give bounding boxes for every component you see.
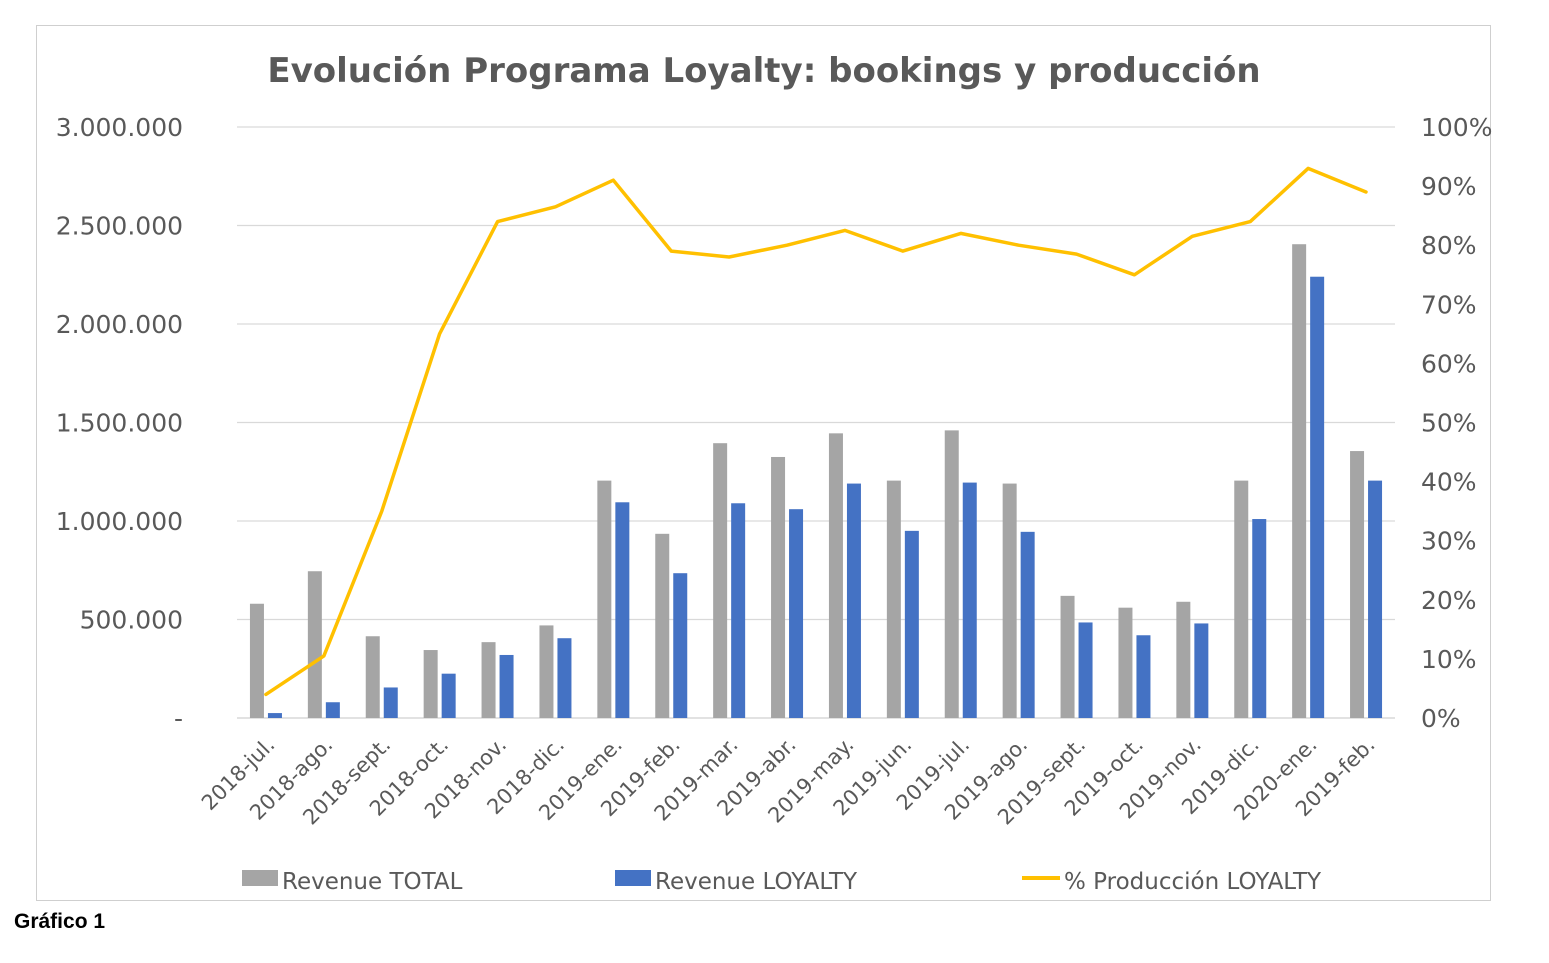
bar-revenue-loyalty xyxy=(673,573,688,718)
bar-revenue-loyalty xyxy=(499,654,514,718)
bar-revenue-loyalty xyxy=(1078,622,1093,718)
bar-revenue-total xyxy=(713,443,728,718)
y2-tick-label: 60% xyxy=(1421,349,1477,378)
bar-revenue-total xyxy=(1234,480,1249,718)
legend-label: Revenue TOTAL xyxy=(282,869,463,895)
bar-revenue-total xyxy=(1118,607,1133,718)
bar-revenue-loyalty xyxy=(1252,519,1267,718)
y-tick-label: 2.000.000 xyxy=(56,310,183,339)
y2-tick-label: 20% xyxy=(1421,586,1477,615)
bar-revenue-loyalty xyxy=(1194,623,1209,718)
y2-tick-label: 100% xyxy=(1421,113,1492,142)
bar-revenue-loyalty xyxy=(962,482,977,718)
y-tick-label: 500.000 xyxy=(80,606,183,635)
line-series xyxy=(264,166,1368,697)
bar-revenue-loyalty xyxy=(441,673,456,718)
bar-revenue-loyalty xyxy=(1136,635,1151,718)
legend-label: % Producción LOYALTY xyxy=(1064,869,1322,895)
bar-revenue-total xyxy=(828,433,843,718)
bar-revenue-loyalty xyxy=(904,530,919,718)
legend-label: Revenue LOYALTY xyxy=(655,869,858,895)
bar-revenue-loyalty xyxy=(1368,480,1383,718)
legend-swatch xyxy=(615,870,651,886)
bars xyxy=(249,244,1383,718)
left-y-axis: - 500.000 1.000.000 1.500.000 2.000.000 2.500… xyxy=(56,113,183,733)
x-axis: 2018-jul.2018-ago.2018-sept.2018-oct.201… xyxy=(197,733,1380,830)
y2-tick-label: 80% xyxy=(1421,231,1477,260)
bar-revenue-total xyxy=(597,480,612,718)
bar-revenue-total xyxy=(944,430,959,718)
bar-revenue-total xyxy=(307,571,322,718)
bar-revenue-loyalty xyxy=(267,713,282,718)
bar-revenue-loyalty xyxy=(1310,276,1325,718)
right-y-axis: 0% 10% 20% 30% 40% 50% 60% 70% 80% 90% 100% xyxy=(1421,113,1492,733)
bar-revenue-loyalty xyxy=(846,483,861,718)
bar-revenue-loyalty xyxy=(557,638,572,718)
bar-revenue-loyalty xyxy=(615,502,630,718)
y-tick-label: 1.500.000 xyxy=(56,409,183,438)
y-tick-label: 2.500.000 xyxy=(56,212,183,241)
bar-revenue-loyalty xyxy=(1020,531,1035,718)
bar-revenue-loyalty xyxy=(325,702,340,718)
y2-tick-label: 30% xyxy=(1421,527,1477,556)
bar-revenue-loyalty xyxy=(383,687,398,718)
y2-tick-label: 70% xyxy=(1421,290,1477,319)
bar-revenue-total xyxy=(423,650,438,718)
bar-revenue-total xyxy=(1060,595,1075,718)
bar-revenue-total xyxy=(481,642,496,718)
chart-canvas: Evolución Programa Loyalty: bookings y p… xyxy=(56,51,1492,895)
bar-revenue-total xyxy=(365,636,380,718)
y-tick-label: 1.000.000 xyxy=(56,507,183,536)
y2-tick-label: 10% xyxy=(1421,645,1477,674)
y2-tick-label: 90% xyxy=(1421,172,1477,201)
chart-title: Evolución Programa Loyalty: bookings y p… xyxy=(267,51,1260,91)
chart-frame: Evolución Programa Loyalty: bookings y p… xyxy=(36,25,1492,901)
y2-tick-label: 50% xyxy=(1421,409,1477,438)
bar-revenue-total xyxy=(886,480,901,718)
bar-revenue-total xyxy=(249,603,264,718)
bar-revenue-total xyxy=(1002,483,1017,718)
bar-revenue-total xyxy=(1292,244,1307,718)
legend-swatch xyxy=(242,870,278,886)
y-tick-label: - xyxy=(174,704,183,733)
bar-revenue-loyalty xyxy=(731,503,746,718)
legend: Revenue TOTAL Revenue LOYALTY % Producción… xyxy=(242,869,1322,895)
y2-tick-label: 40% xyxy=(1421,468,1477,497)
bar-revenue-total xyxy=(539,625,554,718)
figure-caption: Gráfico 1 xyxy=(14,910,106,933)
bar-revenue-total xyxy=(655,533,670,718)
y2-tick-label: 0% xyxy=(1421,704,1461,733)
bar-revenue-loyalty xyxy=(789,509,804,718)
bar-revenue-total xyxy=(1350,451,1365,718)
y-tick-label: 3.000.000 xyxy=(56,113,183,142)
line-produccion-loyalty xyxy=(264,166,1368,697)
bar-revenue-total xyxy=(771,456,786,718)
bar-revenue-total xyxy=(1176,601,1191,718)
